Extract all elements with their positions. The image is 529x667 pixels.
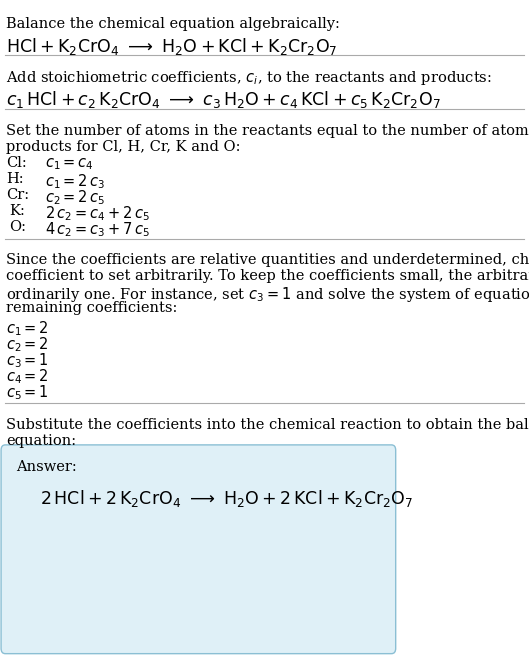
Text: $c_1 = 2$: $c_1 = 2$ — [6, 319, 49, 338]
Text: Set the number of atoms in the reactants equal to the number of atoms in the: Set the number of atoms in the reactants… — [6, 124, 529, 138]
Text: $c_1 = c_4$: $c_1 = c_4$ — [45, 156, 94, 172]
Text: Add stoichiometric coefficients, $c_i$, to the reactants and products:: Add stoichiometric coefficients, $c_i$, … — [6, 69, 492, 87]
FancyBboxPatch shape — [1, 445, 396, 654]
Text: ordinarily one. For instance, set $c_3 = 1$ and solve the system of equations fo: ordinarily one. For instance, set $c_3 =… — [6, 285, 529, 304]
Text: $2\,c_2 = c_4 + 2\,c_5$: $2\,c_2 = c_4 + 2\,c_5$ — [45, 204, 150, 223]
Text: O:: O: — [10, 220, 26, 234]
Text: $\mathrm{HCl + K_2CrO_4 \ \longrightarrow \ H_2O + KCl + K_2Cr_2O_7}$: $\mathrm{HCl + K_2CrO_4 \ \longrightarro… — [6, 36, 338, 57]
Text: $c_1\,\mathrm{HCl} + c_2\,\mathrm{K_2CrO_4} \ \longrightarrow \ c_3\,\mathrm{H_2: $c_1\,\mathrm{HCl} + c_2\,\mathrm{K_2CrO… — [6, 89, 441, 110]
Text: K:: K: — [10, 204, 25, 218]
Text: equation:: equation: — [6, 434, 77, 448]
Text: $4\,c_2 = c_3 + 7\,c_5$: $4\,c_2 = c_3 + 7\,c_5$ — [45, 220, 150, 239]
Text: Cl:: Cl: — [6, 156, 27, 170]
Text: $2\,\mathrm{HCl} + 2\,\mathrm{K_2CrO_4} \ \longrightarrow \ \mathrm{H_2O} + 2\,\: $2\,\mathrm{HCl} + 2\,\mathrm{K_2CrO_4} … — [40, 488, 413, 509]
Text: $c_1 = 2\,c_3$: $c_1 = 2\,c_3$ — [45, 172, 105, 191]
Text: $c_5 = 1$: $c_5 = 1$ — [6, 383, 49, 402]
Text: Since the coefficients are relative quantities and underdetermined, choose a: Since the coefficients are relative quan… — [6, 253, 529, 267]
Text: Substitute the coefficients into the chemical reaction to obtain the balanced: Substitute the coefficients into the che… — [6, 418, 529, 432]
Text: $c_3 = 1$: $c_3 = 1$ — [6, 351, 49, 370]
Text: Cr:: Cr: — [6, 188, 30, 202]
Text: coefficient to set arbitrarily. To keep the coefficients small, the arbitrary va: coefficient to set arbitrarily. To keep … — [6, 269, 529, 283]
Text: $c_2 = 2$: $c_2 = 2$ — [6, 335, 49, 354]
Text: remaining coefficients:: remaining coefficients: — [6, 301, 178, 315]
Text: $c_2 = 2\,c_5$: $c_2 = 2\,c_5$ — [45, 188, 105, 207]
Text: products for Cl, H, Cr, K and O:: products for Cl, H, Cr, K and O: — [6, 140, 241, 154]
Text: Answer:: Answer: — [16, 460, 77, 474]
Text: $c_4 = 2$: $c_4 = 2$ — [6, 367, 49, 386]
Text: Balance the chemical equation algebraically:: Balance the chemical equation algebraica… — [6, 17, 340, 31]
Text: H:: H: — [6, 172, 24, 186]
